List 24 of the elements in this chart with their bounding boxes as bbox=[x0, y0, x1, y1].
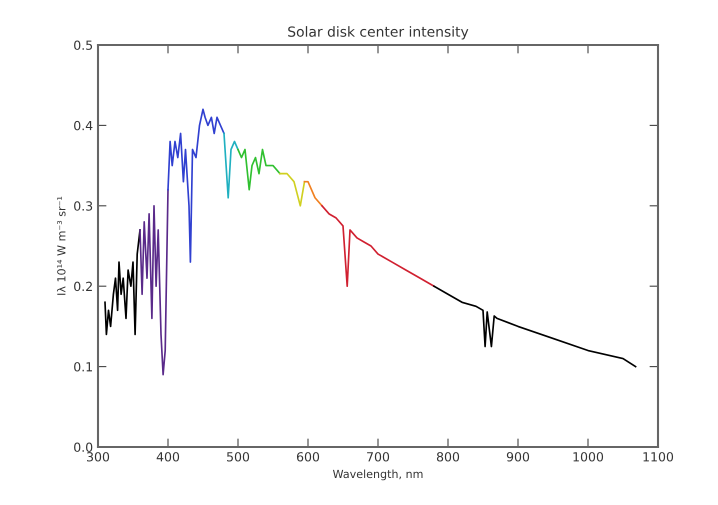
x-tick-label: 1100 bbox=[643, 452, 674, 462]
line-series bbox=[433, 285, 636, 368]
line-series bbox=[223, 132, 239, 199]
x-tick-label: 300 bbox=[87, 452, 110, 462]
y-tick-label: 0.2 bbox=[74, 282, 92, 292]
x-tick-label: 1000 bbox=[573, 452, 604, 462]
y-tick-label: 0.3 bbox=[74, 201, 92, 211]
x-tick-label: 500 bbox=[227, 452, 250, 462]
x-tick-label: 800 bbox=[436, 452, 460, 462]
y-tick-label: 0.4 bbox=[74, 120, 92, 130]
x-axis-title: Wavelength, nm bbox=[332, 470, 422, 480]
line-series bbox=[167, 108, 225, 263]
chart-title: Solar disk center intensity bbox=[288, 26, 468, 40]
line-series bbox=[237, 148, 281, 191]
y-tick-label: 0.5 bbox=[74, 40, 92, 50]
y-tick-label: 0.1 bbox=[74, 362, 92, 372]
y-axis-title: Iλ 10¹⁴ W m⁻³ sr⁻¹ bbox=[56, 196, 66, 295]
x-tick-label: 700 bbox=[367, 452, 390, 462]
line-series bbox=[321, 204, 435, 288]
y-tick-label: 0.0 bbox=[74, 442, 92, 452]
x-tick-label: 600 bbox=[296, 452, 320, 462]
x-tick-label: 400 bbox=[156, 452, 180, 462]
line-series bbox=[139, 188, 169, 376]
x-tick-label: 900 bbox=[506, 452, 530, 462]
